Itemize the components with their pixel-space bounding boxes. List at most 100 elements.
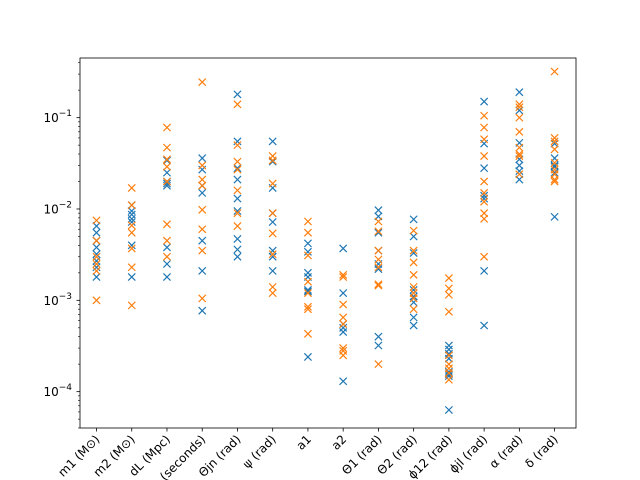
data-point bbox=[303, 305, 312, 314]
data-point bbox=[374, 255, 383, 264]
data-point bbox=[550, 139, 559, 148]
data-point bbox=[92, 272, 101, 282]
data-point bbox=[92, 259, 101, 269]
data-point bbox=[233, 186, 242, 195]
data-point bbox=[339, 270, 348, 279]
data-point bbox=[374, 265, 383, 274]
data-point bbox=[339, 351, 348, 360]
data-point bbox=[303, 285, 312, 294]
data-point bbox=[127, 214, 136, 223]
data-point bbox=[480, 197, 489, 206]
data-point bbox=[127, 217, 136, 227]
data-point bbox=[198, 78, 207, 87]
data-point bbox=[268, 217, 277, 227]
data-point bbox=[444, 368, 453, 378]
x-tick-label: a2 bbox=[329, 432, 350, 453]
data-point bbox=[444, 405, 453, 415]
x-tick-label: ϕjl (rad) bbox=[447, 432, 491, 476]
data-point bbox=[233, 222, 242, 231]
data-point bbox=[162, 143, 172, 152]
data-point bbox=[550, 168, 559, 177]
data-point bbox=[374, 206, 383, 215]
data-point bbox=[92, 216, 101, 225]
data-point bbox=[339, 327, 348, 337]
data-point bbox=[480, 111, 489, 120]
data-point bbox=[198, 181, 207, 190]
data-point bbox=[550, 145, 559, 154]
data-point bbox=[303, 302, 312, 311]
data-point bbox=[233, 234, 242, 243]
data-point bbox=[303, 277, 312, 286]
data-point bbox=[127, 183, 136, 192]
data-point bbox=[515, 127, 524, 136]
data-point bbox=[480, 164, 489, 173]
data-point bbox=[550, 158, 559, 167]
data-point bbox=[444, 290, 453, 299]
data-point bbox=[374, 246, 383, 255]
data-point bbox=[162, 220, 172, 229]
plot-frame bbox=[79, 57, 577, 429]
data-point bbox=[198, 246, 207, 255]
data-point bbox=[198, 175, 207, 184]
data-point bbox=[480, 266, 489, 275]
x-tick-label: α (rad) bbox=[487, 432, 526, 471]
data-point bbox=[198, 188, 207, 197]
data-point bbox=[515, 88, 524, 97]
data-point bbox=[303, 228, 312, 237]
data-point bbox=[515, 152, 524, 161]
data-point bbox=[515, 106, 524, 115]
data-point bbox=[233, 252, 242, 261]
data-point bbox=[303, 352, 312, 361]
data-point bbox=[303, 251, 312, 260]
plot-background bbox=[80, 58, 576, 428]
data-point bbox=[268, 229, 277, 238]
data-point bbox=[162, 177, 172, 186]
data-point bbox=[515, 149, 524, 159]
data-point bbox=[339, 320, 348, 329]
data-point bbox=[127, 301, 136, 310]
data-point bbox=[162, 272, 172, 282]
data-point bbox=[92, 266, 101, 275]
data-point bbox=[444, 351, 453, 360]
data-point bbox=[92, 296, 101, 305]
data-point bbox=[339, 300, 348, 309]
data-point bbox=[480, 97, 489, 106]
data-point bbox=[233, 209, 242, 218]
y-tick-label: 10−2 bbox=[43, 200, 72, 216]
data-point bbox=[374, 332, 383, 341]
data-point bbox=[92, 228, 101, 237]
y-axis: 10−4 10−3 10−2 10−1 bbox=[43, 62, 80, 429]
data-point bbox=[233, 100, 242, 109]
data-point bbox=[550, 162, 559, 171]
data-point bbox=[480, 177, 489, 186]
data-point bbox=[480, 191, 489, 200]
data-point bbox=[198, 225, 207, 234]
data-point bbox=[92, 250, 101, 259]
data-point bbox=[233, 194, 242, 203]
data-point bbox=[374, 263, 383, 272]
data-point bbox=[268, 266, 277, 275]
data-point bbox=[550, 175, 559, 184]
y-tick-label: 10−1 bbox=[43, 109, 72, 125]
data-point bbox=[303, 287, 312, 296]
data-point bbox=[233, 157, 242, 166]
data-point bbox=[409, 285, 418, 294]
data-point bbox=[162, 168, 172, 177]
data-point bbox=[444, 274, 453, 283]
data-point bbox=[480, 321, 489, 330]
data-point bbox=[409, 292, 418, 301]
data-point bbox=[303, 217, 312, 226]
x-tick-label: ψ (rad) bbox=[240, 432, 279, 471]
x-tick-label: δ (rad) bbox=[522, 432, 560, 470]
data-point bbox=[409, 226, 418, 235]
data-point bbox=[92, 243, 101, 252]
data-point bbox=[374, 227, 383, 236]
data-point bbox=[550, 133, 559, 142]
data-point bbox=[268, 179, 277, 188]
data-point bbox=[162, 156, 172, 165]
data-point bbox=[444, 307, 453, 316]
data-point bbox=[198, 266, 207, 275]
x-tick-label: a1 bbox=[294, 432, 315, 453]
data-point bbox=[515, 103, 524, 112]
data-point bbox=[162, 123, 172, 132]
